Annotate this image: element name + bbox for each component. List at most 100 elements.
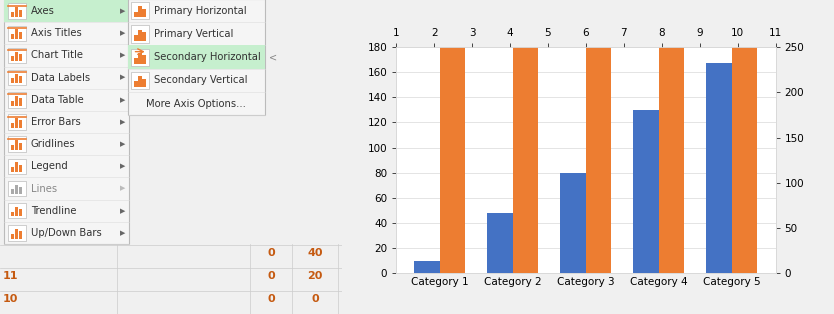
Bar: [15, 140, 18, 150]
Text: 0: 0: [311, 294, 319, 304]
Text: Secondary Horizontal: Secondary Horizontal: [154, 52, 261, 62]
Text: 0: 0: [267, 248, 275, 258]
Bar: [19, 209, 23, 216]
Bar: [15, 162, 18, 172]
Bar: [659, 47, 685, 273]
Bar: [8, 48, 26, 63]
Bar: [15, 51, 18, 61]
Bar: [440, 47, 465, 273]
Bar: [131, 72, 149, 89]
Bar: [11, 234, 14, 239]
Bar: [19, 98, 23, 106]
Bar: [8, 203, 26, 219]
Bar: [138, 30, 142, 41]
Bar: [8, 114, 26, 130]
Text: Legend: Legend: [31, 161, 68, 171]
Text: ▶: ▶: [120, 52, 125, 58]
Text: Error Bars: Error Bars: [31, 117, 81, 127]
Bar: [11, 56, 14, 61]
Text: Lines: Lines: [31, 184, 57, 193]
Bar: [128, 0, 265, 115]
Bar: [8, 181, 26, 196]
Text: 0: 0: [267, 294, 275, 304]
Bar: [15, 185, 18, 194]
Text: Primary Vertical: Primary Vertical: [154, 29, 234, 39]
Bar: [11, 189, 14, 194]
Bar: [11, 12, 14, 17]
Bar: [8, 225, 26, 241]
Bar: [633, 110, 659, 273]
Bar: [8, 25, 26, 41]
Text: ▶: ▶: [120, 230, 125, 236]
Bar: [131, 25, 149, 43]
Bar: [11, 167, 14, 172]
Bar: [138, 6, 142, 17]
Bar: [134, 81, 138, 87]
Bar: [143, 79, 146, 87]
Bar: [585, 47, 611, 273]
Bar: [8, 92, 26, 108]
Text: Trendline: Trendline: [31, 206, 77, 216]
Bar: [19, 165, 23, 172]
Bar: [11, 78, 14, 84]
Bar: [11, 145, 14, 150]
Bar: [513, 47, 539, 273]
Bar: [732, 47, 757, 273]
Bar: [11, 34, 14, 39]
Bar: [128, 46, 265, 69]
Bar: [138, 53, 142, 64]
Text: Primary Horizontal: Primary Horizontal: [154, 6, 247, 15]
Text: Axis Titles: Axis Titles: [31, 28, 82, 38]
Text: 10: 10: [3, 294, 18, 304]
Bar: [15, 96, 18, 106]
Bar: [8, 159, 26, 174]
Bar: [11, 123, 14, 128]
Bar: [15, 229, 18, 239]
Bar: [414, 261, 440, 273]
Text: ▶: ▶: [120, 75, 125, 81]
Text: ▶: ▶: [120, 97, 125, 103]
Bar: [19, 143, 23, 150]
Text: Data Table: Data Table: [31, 95, 83, 105]
Bar: [11, 100, 14, 106]
Text: ▶: ▶: [120, 119, 125, 125]
Bar: [560, 173, 585, 273]
Text: ▶: ▶: [120, 8, 125, 14]
Bar: [131, 2, 149, 19]
Bar: [15, 74, 18, 84]
Bar: [134, 12, 138, 17]
Bar: [15, 118, 18, 128]
Text: Gridlines: Gridlines: [31, 139, 76, 149]
Text: Chart Title: Chart Title: [31, 51, 83, 61]
Bar: [706, 63, 732, 273]
Text: <: <: [269, 52, 277, 62]
Text: ▶: ▶: [120, 208, 125, 214]
Bar: [19, 9, 23, 17]
Bar: [138, 76, 142, 87]
Bar: [4, 0, 129, 22]
Bar: [8, 136, 26, 152]
Bar: [19, 231, 23, 239]
Bar: [8, 70, 26, 85]
Bar: [15, 7, 18, 17]
Bar: [143, 56, 146, 64]
Text: More Axis Options...: More Axis Options...: [147, 99, 246, 109]
Bar: [15, 207, 18, 216]
Text: 40: 40: [308, 248, 323, 258]
Text: Axes: Axes: [31, 6, 55, 16]
Bar: [11, 212, 14, 216]
Text: 20: 20: [308, 271, 323, 281]
Bar: [19, 121, 23, 128]
Text: 0: 0: [267, 271, 275, 281]
Bar: [134, 58, 138, 64]
Bar: [15, 30, 18, 39]
Bar: [143, 32, 146, 41]
Text: Data Labels: Data Labels: [31, 73, 90, 83]
Bar: [19, 76, 23, 84]
Text: ▶: ▶: [120, 141, 125, 147]
Text: ▶: ▶: [120, 30, 125, 36]
Bar: [4, 0, 129, 244]
Text: 11: 11: [3, 271, 18, 281]
Bar: [19, 187, 23, 194]
Bar: [143, 9, 146, 17]
